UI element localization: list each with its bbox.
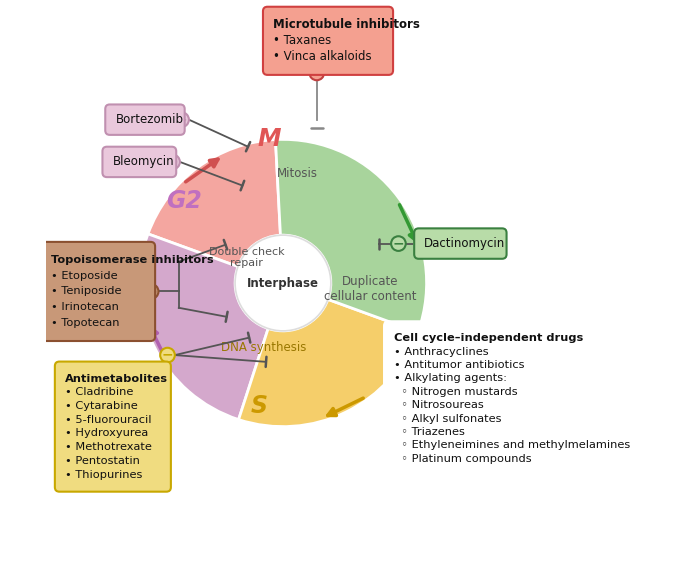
Text: • Pentostatin: • Pentostatin bbox=[65, 456, 140, 466]
Text: • Methotrexate: • Methotrexate bbox=[65, 442, 152, 452]
Text: ◦ Ethyleneimines and methylmelamines: ◦ Ethyleneimines and methylmelamines bbox=[394, 440, 630, 451]
FancyBboxPatch shape bbox=[55, 362, 171, 492]
Text: • Thiopurines: • Thiopurines bbox=[65, 470, 142, 479]
FancyBboxPatch shape bbox=[41, 242, 155, 341]
Text: • Taxanes: • Taxanes bbox=[273, 35, 331, 48]
Circle shape bbox=[309, 66, 324, 80]
Text: −: − bbox=[146, 284, 157, 298]
Text: Antimetabolites: Antimetabolites bbox=[65, 374, 168, 384]
Text: Bortezomib: Bortezomib bbox=[116, 113, 184, 126]
Text: Interphase: Interphase bbox=[247, 277, 319, 289]
Text: M: M bbox=[257, 127, 281, 151]
Text: • Vinca alkaloids: • Vinca alkaloids bbox=[273, 50, 372, 63]
Circle shape bbox=[391, 236, 406, 251]
Text: • Irinotecan: • Irinotecan bbox=[52, 302, 120, 312]
Text: • Etoposide: • Etoposide bbox=[52, 271, 118, 281]
Text: • Antitumor antibiotics: • Antitumor antibiotics bbox=[394, 360, 525, 370]
Circle shape bbox=[165, 155, 180, 169]
FancyBboxPatch shape bbox=[384, 321, 559, 475]
Text: • Anthracyclines: • Anthracyclines bbox=[394, 346, 489, 357]
Text: S: S bbox=[251, 394, 268, 418]
Text: Topoisomerase inhibitors: Topoisomerase inhibitors bbox=[52, 255, 214, 265]
Text: ◦ Triazenes: ◦ Triazenes bbox=[394, 427, 465, 437]
Wedge shape bbox=[139, 234, 268, 419]
Text: −: − bbox=[162, 348, 173, 362]
Text: G1: G1 bbox=[394, 350, 430, 374]
Circle shape bbox=[144, 284, 158, 299]
Text: −: − bbox=[311, 65, 322, 79]
FancyBboxPatch shape bbox=[103, 147, 176, 177]
Text: • Hydroxyurea: • Hydroxyurea bbox=[65, 428, 148, 439]
Wedge shape bbox=[148, 140, 280, 267]
FancyBboxPatch shape bbox=[263, 7, 393, 75]
Text: −: − bbox=[167, 155, 178, 168]
Text: −: − bbox=[175, 112, 188, 126]
Text: Cell cycle–independent drugs: Cell cycle–independent drugs bbox=[394, 333, 583, 343]
Text: G2: G2 bbox=[167, 190, 203, 213]
Text: • Cladribine: • Cladribine bbox=[65, 387, 133, 397]
Text: Mitosis: Mitosis bbox=[277, 166, 318, 179]
Text: • Cytarabine: • Cytarabine bbox=[65, 401, 138, 411]
Text: −: − bbox=[392, 236, 404, 250]
Wedge shape bbox=[275, 139, 426, 332]
Text: • Topotecan: • Topotecan bbox=[52, 318, 120, 328]
Text: Duplicate
cellular content: Duplicate cellular content bbox=[324, 275, 417, 303]
FancyBboxPatch shape bbox=[105, 105, 185, 135]
Text: • Teniposide: • Teniposide bbox=[52, 286, 122, 297]
Wedge shape bbox=[239, 299, 418, 427]
Text: • 5-fluorouracil: • 5-fluorouracil bbox=[65, 415, 152, 424]
Circle shape bbox=[174, 112, 189, 127]
FancyBboxPatch shape bbox=[414, 228, 507, 259]
Circle shape bbox=[235, 235, 331, 331]
Text: Microtubule inhibitors: Microtubule inhibitors bbox=[273, 18, 420, 31]
Text: Dactinomycin: Dactinomycin bbox=[424, 237, 506, 250]
Text: DNA synthesis: DNA synthesis bbox=[220, 341, 306, 354]
Circle shape bbox=[160, 348, 175, 362]
Text: ◦ Nitrogen mustards: ◦ Nitrogen mustards bbox=[394, 387, 518, 397]
Text: ◦ Nitrosoureas: ◦ Nitrosoureas bbox=[394, 400, 484, 410]
Text: • Alkylating agents:: • Alkylating agents: bbox=[394, 374, 507, 383]
Text: ◦ Alkyl sulfonates: ◦ Alkyl sulfonates bbox=[394, 414, 502, 423]
Text: ◦ Platinum compounds: ◦ Platinum compounds bbox=[394, 454, 532, 464]
Text: Double check
repair: Double check repair bbox=[209, 247, 284, 268]
Text: Bleomycin: Bleomycin bbox=[113, 156, 174, 169]
